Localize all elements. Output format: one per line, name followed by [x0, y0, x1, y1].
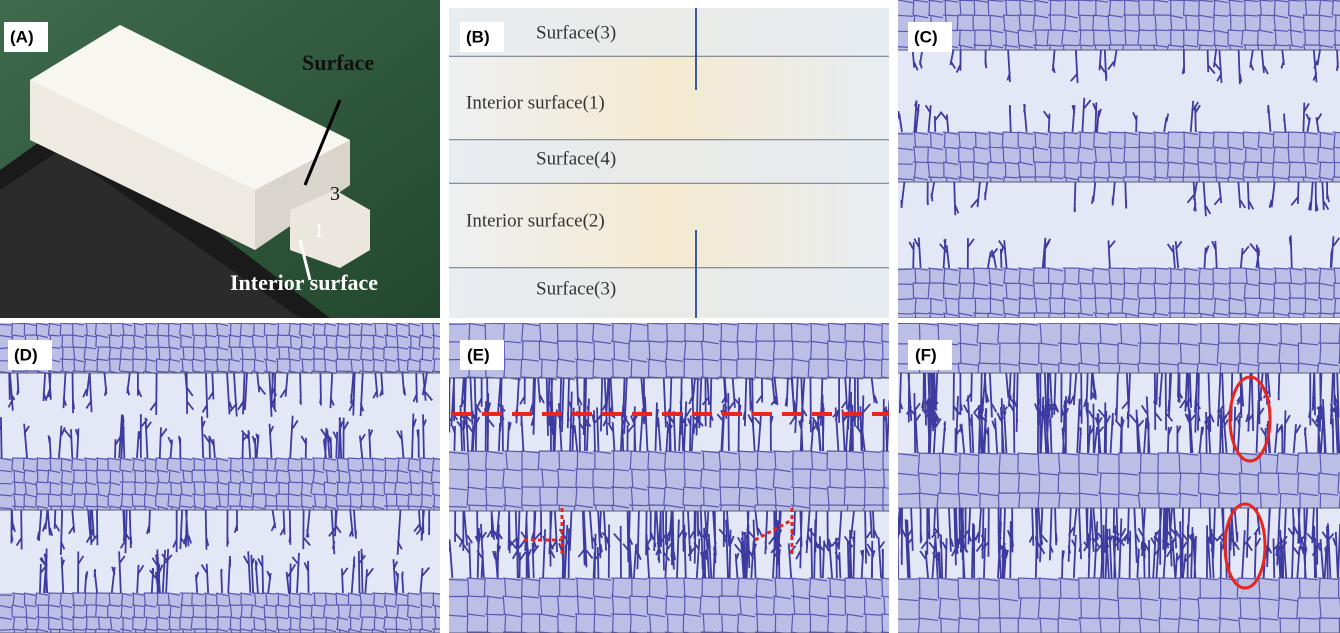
annotation: Interior surface	[230, 270, 378, 295]
band	[449, 8, 889, 56]
panel-label: (D)	[14, 345, 38, 364]
annotation: Surface(3)	[536, 22, 616, 43]
band	[449, 451, 889, 511]
annotation: 1	[314, 220, 324, 242]
crack-panel	[0, 323, 448, 633]
panel-a: Surface 3 1 Interior surface	[0, 0, 440, 318]
annotation: Interior surface(1)	[466, 92, 605, 113]
band	[898, 0, 1340, 50]
crack-panel	[445, 323, 903, 633]
crack-layer	[445, 323, 903, 633]
band	[449, 578, 889, 633]
panel-label: (F)	[915, 345, 937, 364]
panel-label: (B)	[466, 27, 490, 46]
crack-panel	[898, 0, 1340, 318]
panel-b: Surface(3) Interior surface(1) Surface(4…	[449, 8, 889, 318]
panel-label: (A)	[10, 27, 34, 46]
annotation: Surface(3)	[536, 278, 616, 299]
band	[449, 268, 889, 318]
crack-layer	[898, 0, 1340, 318]
figure: Surface 3 1 Interior surface Surface(3) …	[0, 0, 1340, 633]
crack-layer	[0, 323, 448, 633]
band	[449, 323, 889, 378]
crack-panel	[892, 323, 1340, 633]
annotation: Interior surface(2)	[466, 210, 605, 231]
panel-label: (C)	[914, 27, 938, 46]
annotation: 3	[330, 183, 340, 205]
band	[898, 323, 1340, 373]
crack-layer	[892, 323, 1340, 633]
panel-label: (E)	[467, 345, 490, 364]
annotation: Surface	[302, 50, 374, 75]
band	[449, 140, 889, 183]
annotation: Surface(4)	[536, 148, 616, 169]
